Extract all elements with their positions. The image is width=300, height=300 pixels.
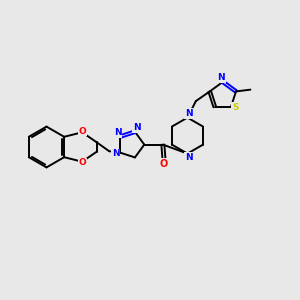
Text: S: S — [232, 103, 238, 112]
Text: N: N — [185, 109, 193, 118]
Text: N: N — [217, 73, 225, 82]
Text: N: N — [112, 149, 119, 158]
Text: N: N — [114, 128, 122, 137]
Text: O: O — [160, 159, 168, 169]
Text: N: N — [133, 123, 140, 132]
Text: O: O — [79, 158, 86, 167]
Text: N: N — [185, 153, 193, 162]
Text: O: O — [79, 127, 86, 136]
